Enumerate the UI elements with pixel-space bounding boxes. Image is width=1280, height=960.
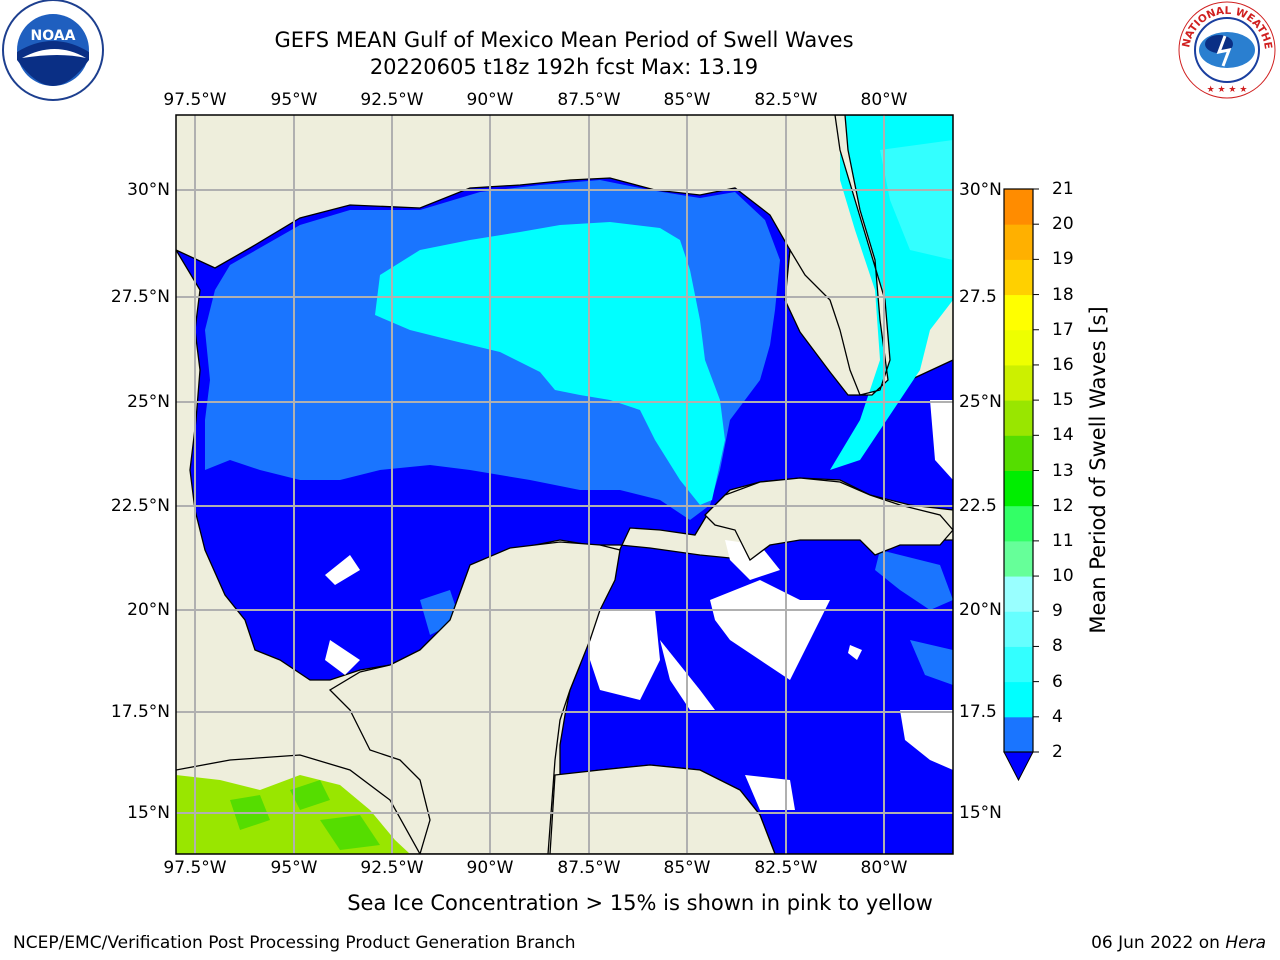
lon-bottom-tick: 92.5°W: [360, 858, 424, 878]
chart-subtitle: 20220605 t18z 192h fcst Max: 13.19: [369, 55, 759, 79]
honduras-coast: [549, 764, 776, 854]
lon-bottom-tick: 85°W: [663, 858, 711, 878]
lon-top-tick: 80°W: [860, 90, 908, 110]
footer-date: 06 Jun 2022 on Hera: [1091, 933, 1266, 953]
colorbar-segment: [1004, 681, 1033, 718]
lat-right-tick: 20°N: [959, 600, 1002, 620]
map-gridlines: [176, 115, 953, 854]
svg-text:★ ★ ★ ★: ★ ★ ★ ★: [1207, 85, 1248, 95]
lat-left-tick: 25°N: [127, 392, 170, 412]
colorbar-segment: [1004, 329, 1033, 366]
colorbar-segment: [1004, 716, 1033, 753]
colorbar-tick-label: 13: [1052, 460, 1074, 481]
colorbar-segment: [1004, 294, 1033, 331]
noaa-logo-text: NOAA: [31, 28, 76, 44]
lat-left-tick: 15°N: [127, 803, 170, 823]
lat-right-tick: 17.5: [959, 702, 997, 722]
colorbar-segment: [1004, 576, 1033, 612]
footer-host: Hera: [1225, 933, 1266, 953]
lat-left-tick: 22.5°N: [110, 496, 170, 516]
lon-top-tick: 95°W: [270, 90, 318, 110]
map-plot-area: [176, 115, 953, 854]
lon-top-tick: 85°W: [663, 90, 711, 110]
colorbar-tick-label: 20: [1052, 214, 1074, 235]
lat-right-tick: 22.5: [959, 496, 997, 516]
lat-left-tick: 20°N: [127, 600, 170, 620]
cuba-island: [704, 477, 953, 561]
colorbar-tick-label: 12: [1052, 495, 1074, 516]
colorbar-tick-label: 9: [1052, 601, 1063, 622]
lat-right-tick: 15°N: [959, 803, 1002, 823]
nws-logo: NATIONAL WEATHER SERVICE ★ ★ ★ ★: [1175, 0, 1276, 99]
colorbar-tick-label: 16: [1052, 354, 1074, 375]
colorbar-tick-label: 18: [1052, 284, 1074, 305]
colorbar-tick-label: 10: [1052, 566, 1074, 587]
colorbar-segment: [1004, 259, 1033, 296]
footer-credit: NCEP/EMC/Verification Post Processing Pr…: [13, 933, 576, 953]
lon-top-tick: 90°W: [466, 90, 514, 110]
lat-left-tick: 27.5°N: [110, 287, 170, 307]
colorbar-label: Mean Period of Swell Waves [s]: [1086, 306, 1110, 634]
colorbar-tick-label: 8: [1052, 636, 1063, 657]
lon-bottom-tick: 90°W: [466, 858, 514, 878]
lon-bottom-tick: 80°W: [860, 858, 908, 878]
sea-ice-note: Sea Ice Concentration > 15% is shown in …: [347, 891, 933, 915]
colorbar-segment: [1004, 400, 1033, 436]
lon-top-tick: 92.5°W: [360, 90, 424, 110]
colorbar-tick-label: 11: [1052, 530, 1074, 551]
lat-right-tick: 25°N: [959, 392, 1002, 412]
noaa-logo: NOAA: [2, 0, 104, 101]
colorbar-segment: [1004, 540, 1033, 577]
colorbar: [1003, 188, 1039, 782]
lon-top-tick: 87.5°W: [557, 90, 621, 110]
colorbar-under-arrow: [1003, 751, 1034, 782]
colorbar-segment: [1004, 505, 1033, 542]
lon-top-tick: 97.5°W: [163, 90, 227, 110]
lat-left-tick: 30°N: [127, 180, 170, 200]
cyan-region: [375, 222, 725, 505]
florida-peninsula: [784, 115, 953, 396]
colorbar-segment: [1004, 435, 1033, 471]
colorbar-tick-label: 6: [1052, 671, 1063, 692]
colorbar-segment: [1004, 224, 1033, 260]
colorbar-tick-label: 19: [1052, 249, 1074, 270]
colorbar-tick-label: 2: [1052, 742, 1063, 762]
lat-right-tick: 27.5: [959, 287, 997, 307]
lon-bottom-tick: 82.5°W: [754, 858, 818, 878]
colorbar-segment: [1004, 189, 1033, 225]
colorbar-tick-label: 17: [1052, 319, 1074, 340]
florida-atlantic-cyan-light: [880, 140, 953, 260]
no-data-patches: [325, 400, 953, 810]
lat-right-tick: 30°N: [959, 180, 1002, 200]
lon-bottom-tick: 97.5°W: [163, 858, 227, 878]
lon-bottom-tick: 87.5°W: [557, 858, 621, 878]
colorbar-tick-label: 4: [1052, 706, 1063, 727]
colorbar-tick-label: 15: [1052, 390, 1074, 411]
lat-left-tick: 17.5°N: [110, 702, 170, 722]
colorbar-segment: [1004, 364, 1033, 401]
lon-bottom-tick: 95°W: [270, 858, 318, 878]
yucatan-peninsula: [328, 541, 621, 854]
lon-top-tick: 82.5°W: [754, 90, 818, 110]
colorbar-tick-label: 14: [1052, 425, 1074, 446]
colorbar-segment: [1004, 470, 1033, 507]
chart-title: GEFS MEAN Gulf of Mexico Mean Period of …: [274, 28, 854, 52]
colorbar-segment: [1004, 646, 1033, 683]
colorbar-tick-label: 21: [1052, 179, 1074, 199]
map-frame: [175, 114, 954, 855]
colorbar-segment: [1004, 611, 1033, 647]
